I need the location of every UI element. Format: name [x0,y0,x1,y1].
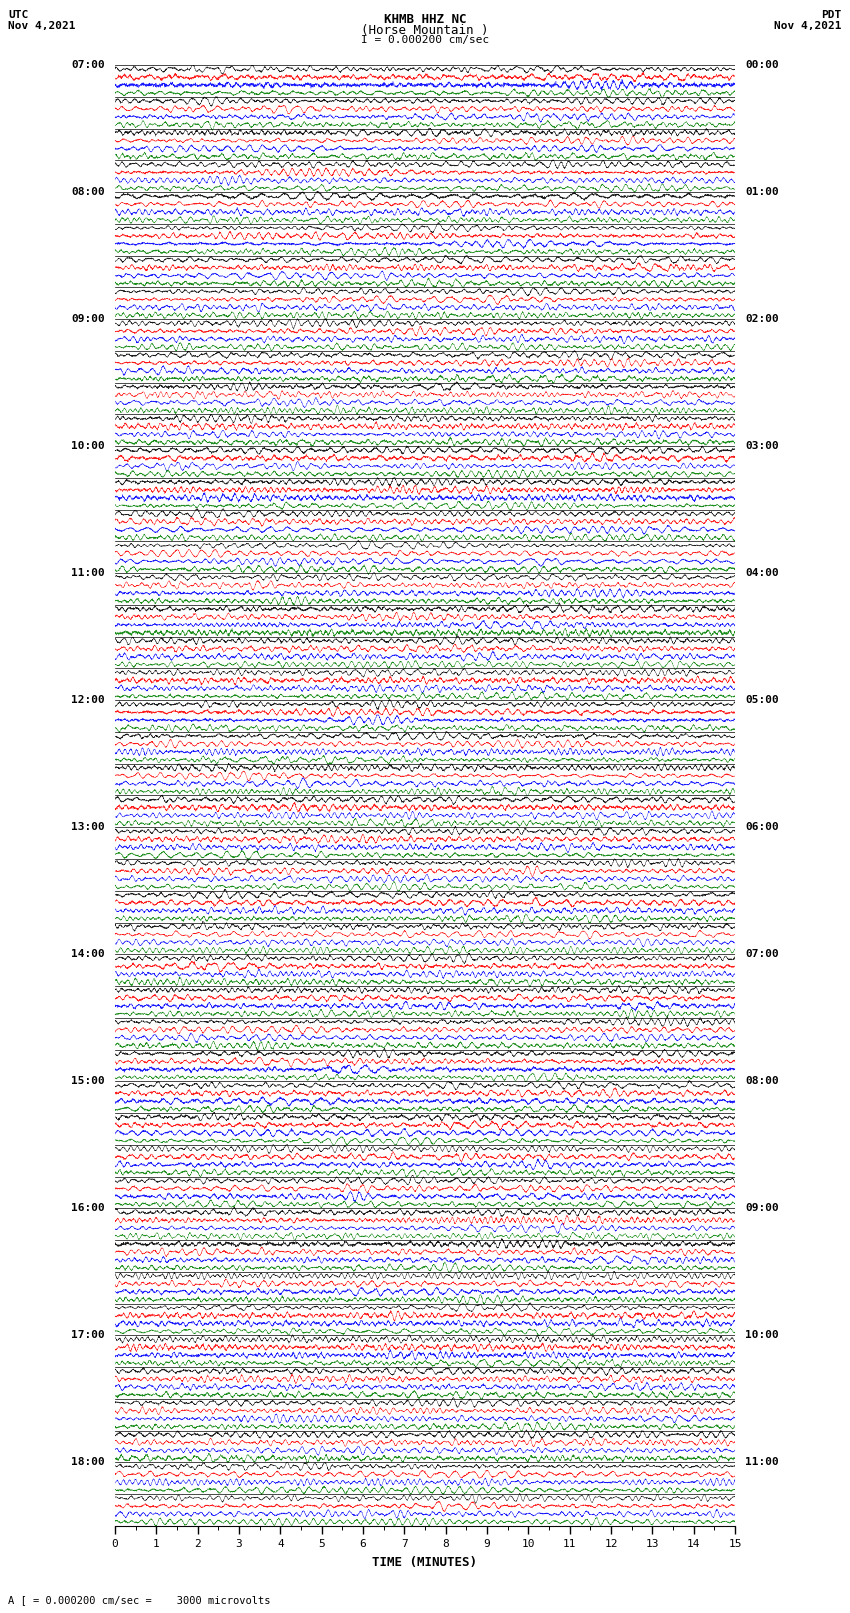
Text: 00:00: 00:00 [745,60,779,69]
Text: 08:00: 08:00 [745,1076,779,1086]
Text: 01:00: 01:00 [745,187,779,197]
Text: 06:00: 06:00 [745,823,779,832]
Text: 18:00: 18:00 [71,1457,105,1468]
Text: 14:00: 14:00 [71,950,105,960]
Text: UTC: UTC [8,10,29,19]
Text: 10:00: 10:00 [71,442,105,452]
Text: 15:00: 15:00 [71,1076,105,1086]
Text: PDT: PDT [821,10,842,19]
Text: 10:00: 10:00 [745,1331,779,1340]
X-axis label: TIME (MINUTES): TIME (MINUTES) [372,1557,478,1569]
Text: 09:00: 09:00 [71,315,105,324]
Text: I = 0.000200 cm/sec: I = 0.000200 cm/sec [361,35,489,45]
Text: 17:00: 17:00 [71,1331,105,1340]
Text: KHMB HHZ NC: KHMB HHZ NC [383,13,467,26]
Text: 13:00: 13:00 [71,823,105,832]
Text: 08:00: 08:00 [71,187,105,197]
Text: 07:00: 07:00 [745,950,779,960]
Text: (Horse Mountain ): (Horse Mountain ) [361,24,489,37]
Text: 03:00: 03:00 [745,442,779,452]
Text: 12:00: 12:00 [71,695,105,705]
Text: 11:00: 11:00 [745,1457,779,1468]
Text: Nov 4,2021: Nov 4,2021 [774,21,842,31]
Text: Nov 4,2021: Nov 4,2021 [8,21,76,31]
Text: 11:00: 11:00 [71,568,105,577]
Text: 07:00: 07:00 [71,60,105,69]
Text: A [ = 0.000200 cm/sec =    3000 microvolts: A [ = 0.000200 cm/sec = 3000 microvolts [8,1595,271,1605]
Text: 09:00: 09:00 [745,1203,779,1213]
Text: 02:00: 02:00 [745,315,779,324]
Text: 04:00: 04:00 [745,568,779,577]
Text: 16:00: 16:00 [71,1203,105,1213]
Text: 05:00: 05:00 [745,695,779,705]
